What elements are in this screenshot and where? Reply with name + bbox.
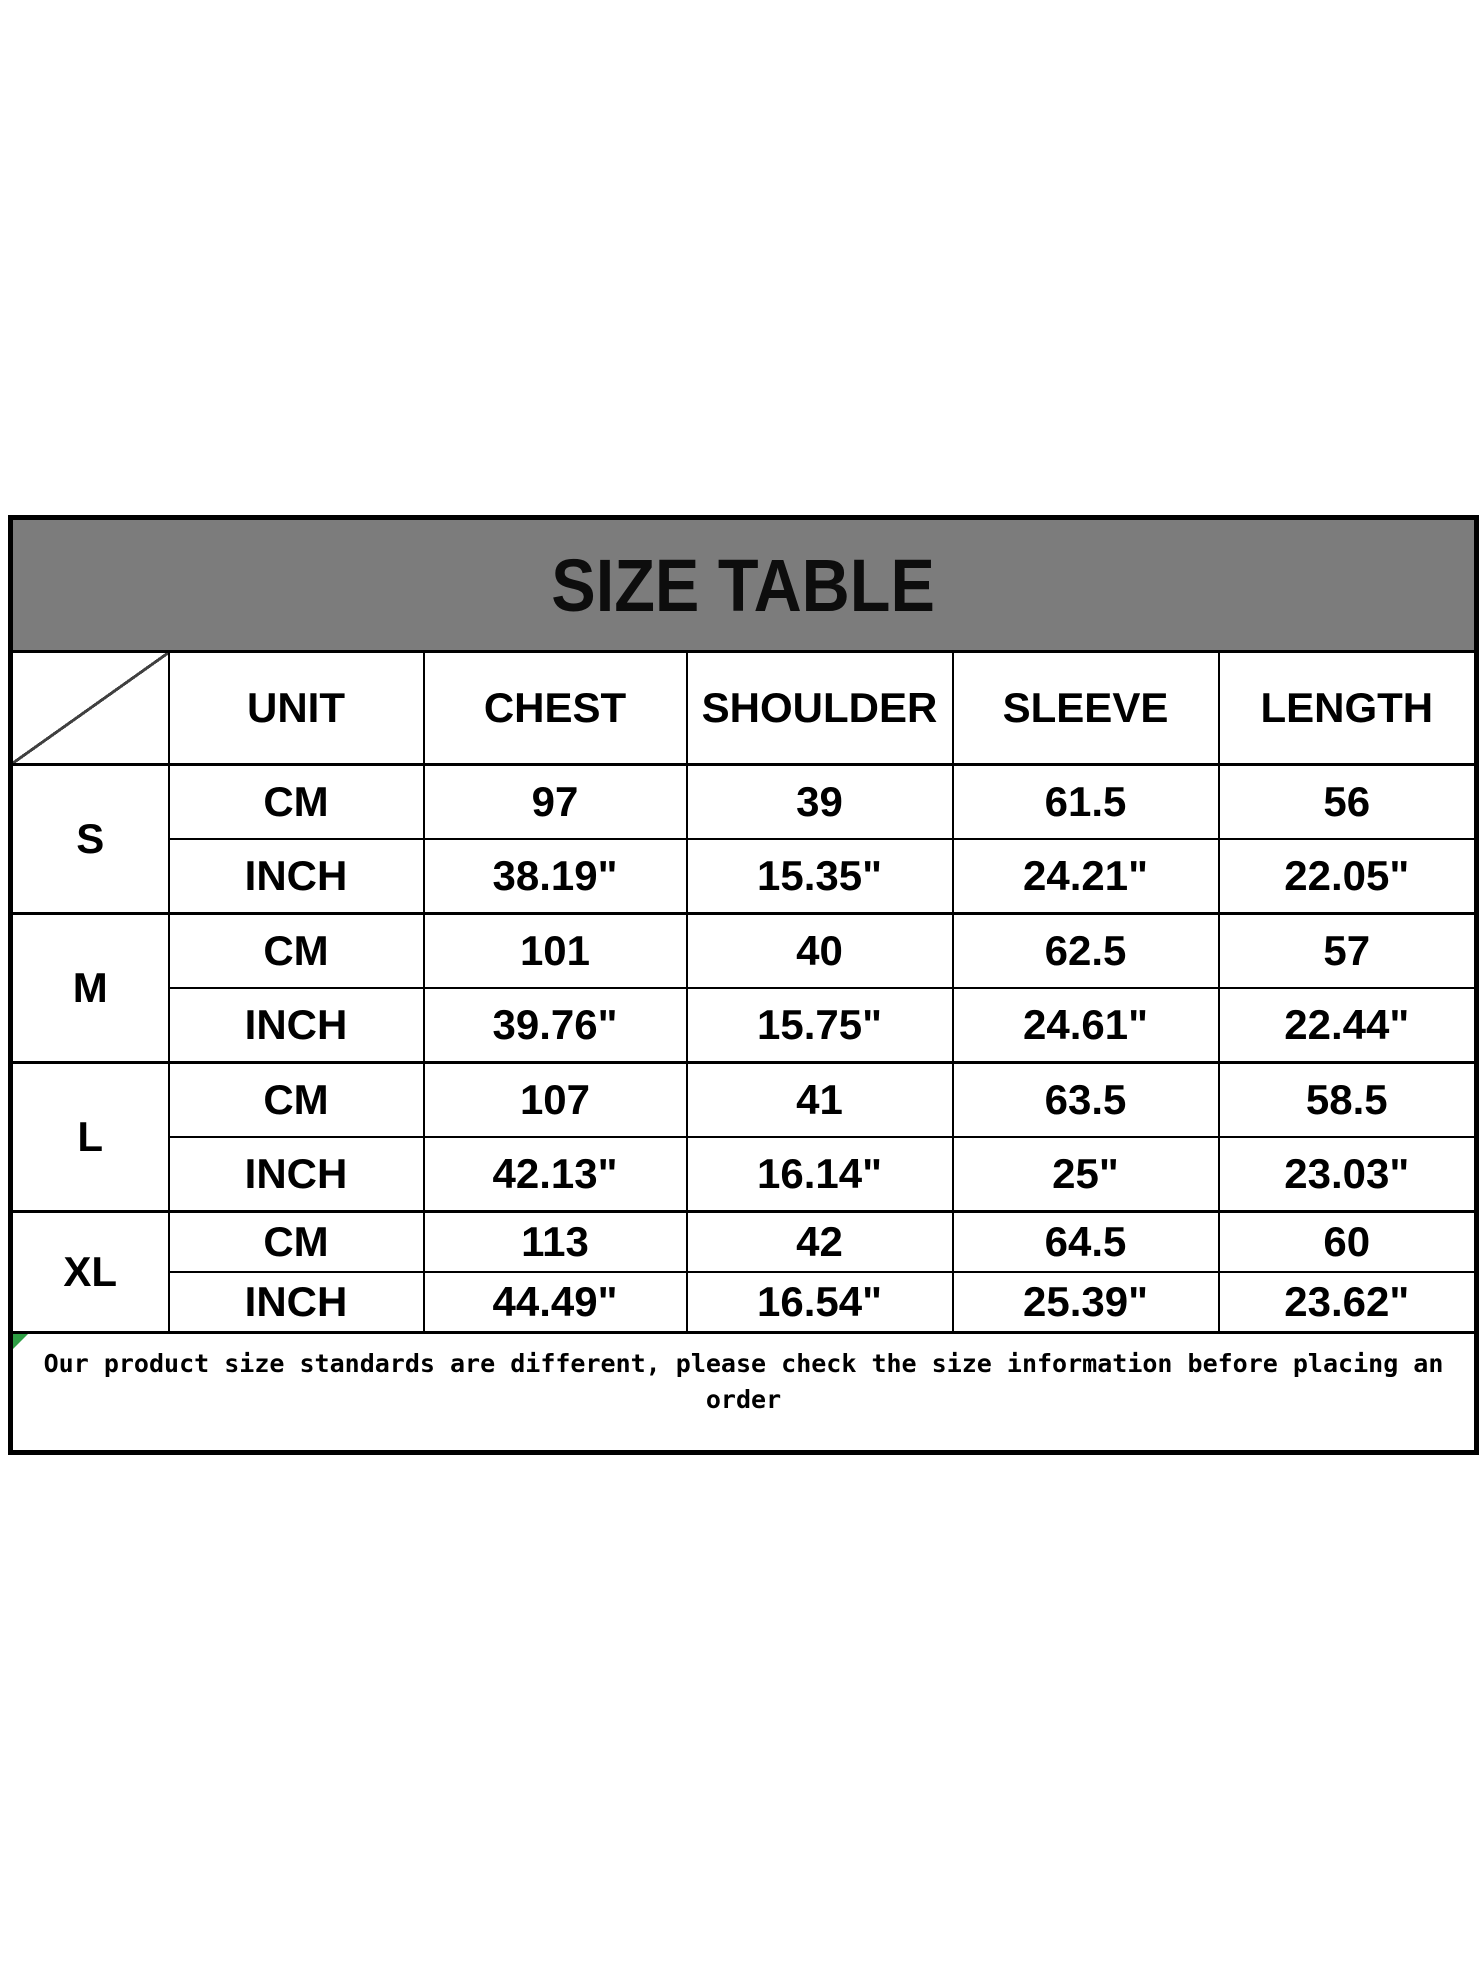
cell-s-inch-length: 22.05" [1217, 838, 1478, 915]
cell-s-inch-sleeve: 24.21" [951, 838, 1220, 915]
unit-label-inch: INCH [167, 1271, 425, 1334]
row-s-cm: S CM 97 39 61.5 56 [9, 763, 1478, 915]
unit-label-inch: INCH [167, 1136, 425, 1213]
cell-m-inch-length: 22.44" [1217, 987, 1478, 1064]
column-header-length: LENGTH [1217, 650, 1478, 766]
cell-s-inch-shoulder: 15.35" [685, 838, 954, 915]
cell-l-inch-length: 23.03" [1217, 1136, 1478, 1213]
cell-xl-inch-chest: 44.49" [422, 1271, 688, 1334]
green-corner-marker-icon [13, 1335, 28, 1349]
cell-m-inch-sleeve: 24.61" [951, 987, 1220, 1064]
unit-label-cm: CM [167, 1210, 425, 1273]
title-cell: SIZE TABLE [9, 516, 1478, 653]
row-m-cm: M CM 101 40 62.5 57 [9, 912, 1478, 1064]
unit-label-inch: INCH [167, 838, 425, 915]
size-label-m: M [9, 912, 170, 1064]
cell-m-cm-shoulder: 40 [685, 912, 954, 989]
cell-l-cm-sleeve: 63.5 [951, 1061, 1220, 1138]
cell-l-cm-shoulder: 41 [685, 1061, 954, 1138]
size-label-s: S [9, 763, 170, 915]
cell-l-cm-chest: 107 [422, 1061, 688, 1138]
cell-s-cm-length: 56 [1217, 763, 1478, 840]
column-header-shoulder: SHOULDER [685, 650, 954, 766]
cell-s-cm-sleeve: 61.5 [951, 763, 1220, 840]
column-header-chest: CHEST [422, 650, 688, 766]
column-header-sleeve: SLEEVE [951, 650, 1220, 766]
cell-xl-inch-length: 23.62" [1217, 1271, 1478, 1334]
cell-xl-cm-shoulder: 42 [685, 1210, 954, 1273]
diagonal-line [13, 653, 167, 762]
title-band: SIZE TABLE [9, 516, 1478, 653]
unit-label-cm: CM [167, 1061, 425, 1138]
cell-xl-cm-chest: 113 [422, 1210, 688, 1273]
cell-l-inch-shoulder: 16.14" [685, 1136, 954, 1213]
size-disclaimer-note: Our product size standards are different… [43, 1349, 1444, 1414]
row-s-inch: INCH 38.19" 15.35" 24.21" 22.05" [11, 838, 1478, 915]
row-l-inch: INCH 42.13" 16.14" 25" 23.03" [11, 1136, 1478, 1213]
cell-m-cm-chest: 101 [422, 912, 688, 989]
unit-label-inch: INCH [167, 987, 425, 1064]
size-table: SIZE TABLE UNIT CHEST SHOULDER SLEEVE LE… [8, 515, 1480, 1455]
cell-s-cm-chest: 97 [422, 763, 688, 840]
size-label-l: L [9, 1061, 170, 1213]
cell-xl-inch-sleeve: 25.39" [951, 1271, 1220, 1334]
footer-note-row: Our product size standards are different… [9, 1331, 1478, 1454]
cell-m-inch-shoulder: 15.75" [685, 987, 954, 1064]
size-label-xl: XL [9, 1210, 170, 1334]
cell-m-cm-length: 57 [1217, 912, 1478, 989]
cell-m-cm-sleeve: 62.5 [951, 912, 1220, 989]
cell-l-inch-sleeve: 25" [951, 1136, 1220, 1213]
diagonal-header-cell [9, 650, 170, 766]
cell-l-cm-length: 58.5 [1217, 1061, 1478, 1138]
row-l-cm: L CM 107 41 63.5 58.5 [9, 1061, 1478, 1213]
row-xl-inch: INCH 44.49" 16.54" 25.39" 23.62" [11, 1271, 1478, 1334]
cell-l-inch-chest: 42.13" [422, 1136, 688, 1213]
cell-xl-cm-length: 60 [1217, 1210, 1478, 1273]
unit-label-cm: CM [167, 912, 425, 989]
header-row: UNIT CHEST SHOULDER SLEEVE LENGTH [9, 650, 1478, 766]
page-title: SIZE TABLE [551, 543, 936, 627]
row-xl-cm: XL CM 113 42 64.5 60 [9, 1210, 1478, 1334]
unit-label-cm: CM [167, 763, 425, 840]
footer-note-cell: Our product size standards are different… [9, 1331, 1478, 1454]
cell-xl-inch-shoulder: 16.54" [685, 1271, 954, 1334]
column-header-unit: UNIT [167, 650, 425, 766]
cell-xl-cm-sleeve: 64.5 [951, 1210, 1220, 1273]
cell-s-inch-chest: 38.19" [422, 838, 688, 915]
row-m-inch: INCH 39.76" 15.75" 24.61" 22.44" [11, 987, 1478, 1064]
cell-s-cm-shoulder: 39 [685, 763, 954, 840]
cell-m-inch-chest: 39.76" [422, 987, 688, 1064]
